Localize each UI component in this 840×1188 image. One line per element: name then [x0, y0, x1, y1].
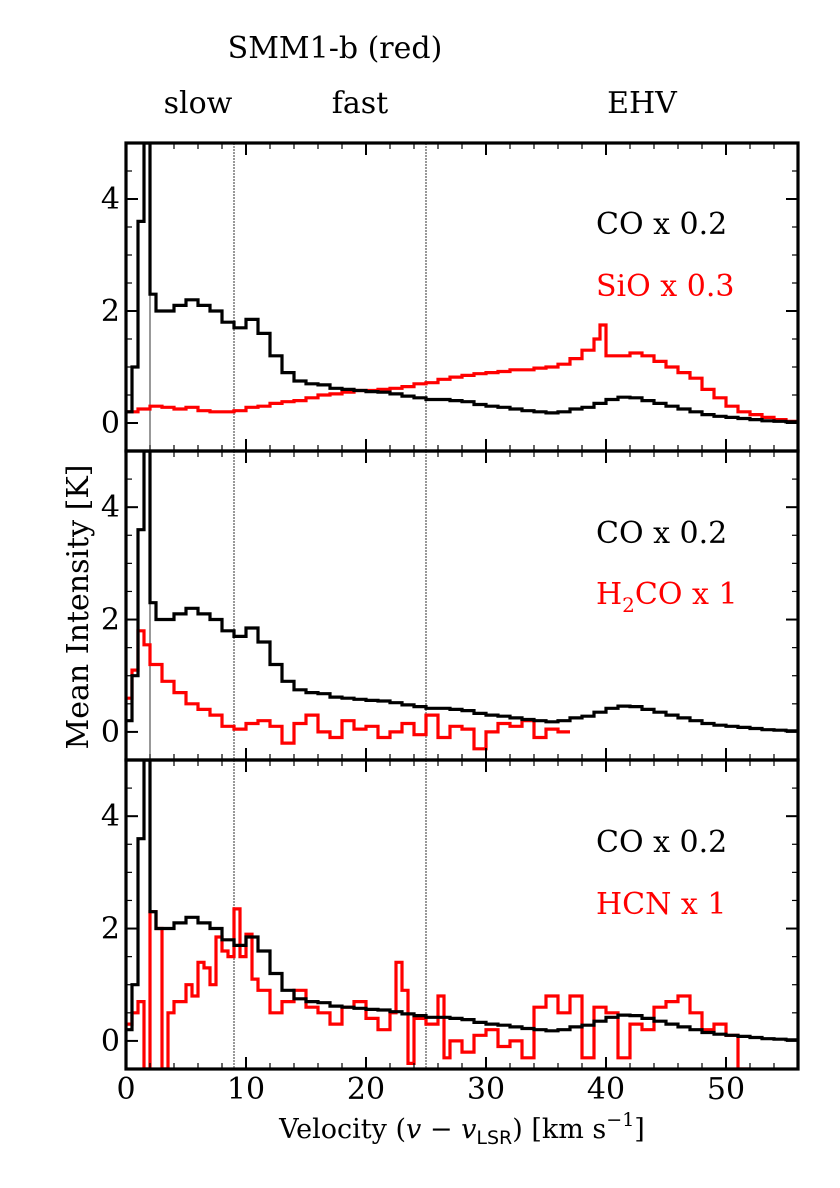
panel3-co-label: CO x 0.2	[596, 825, 727, 860]
series-co-x-0-2-bottom	[126, 760, 798, 1042]
panel1-co-label: CO x 0.2	[596, 207, 727, 242]
ytick-label-2: 2	[101, 603, 120, 638]
ytick-label-0: 0	[101, 715, 120, 750]
legend-labels: CO x 0.2 SiO x 0.3 CO x 0.2 H2CO x 1 CO …	[596, 207, 738, 922]
x-axis-label: Velocity (v − vLSR) [km s−1]	[278, 1109, 645, 1149]
ytick-label-0: 0	[101, 1024, 120, 1059]
figure-title: SMM1-b (red)	[228, 31, 443, 66]
series-hcn-x-1-bottom	[126, 907, 750, 1069]
ytick-label-0: 0	[101, 406, 120, 441]
xtick-label-10: 10	[227, 1072, 265, 1107]
panel3-hcn-label: HCN x 1	[596, 887, 726, 922]
region-label-fast: fast	[332, 86, 388, 121]
panel1-sio-label: SiO x 0.3	[596, 269, 734, 304]
y-axis-label: Mean Intensity [K]	[61, 465, 96, 750]
ytick-label-4: 4	[101, 182, 120, 217]
ytick-label-2: 2	[101, 912, 120, 947]
panel-middle: 0 2 4	[101, 449, 800, 762]
xtick-label-20: 20	[347, 1072, 385, 1107]
series-co-x-0-2-top	[126, 143, 798, 424]
ytick-label-4: 4	[101, 799, 120, 834]
xtick-label-50: 50	[707, 1072, 745, 1107]
xtick-label-40: 40	[587, 1072, 625, 1107]
region-label-slow: slow	[164, 86, 233, 121]
velocity-region-labels: slow fast EHV	[164, 86, 679, 121]
panel2-co-label: CO x 0.2	[596, 516, 727, 551]
xtick-label-30: 30	[467, 1072, 505, 1107]
series-co-x-0-2-middle	[126, 451, 798, 733]
ytick-label-4: 4	[101, 490, 120, 525]
series-h2co-x-1-middle	[126, 629, 570, 751]
region-label-EHV: EHV	[607, 86, 678, 121]
xtick-label-0: 0	[116, 1072, 135, 1107]
series-sio-x-0-3-top	[126, 323, 798, 423]
panel2-h2co-label: H2CO x 1	[596, 577, 738, 617]
ytick-label-2: 2	[101, 294, 120, 329]
